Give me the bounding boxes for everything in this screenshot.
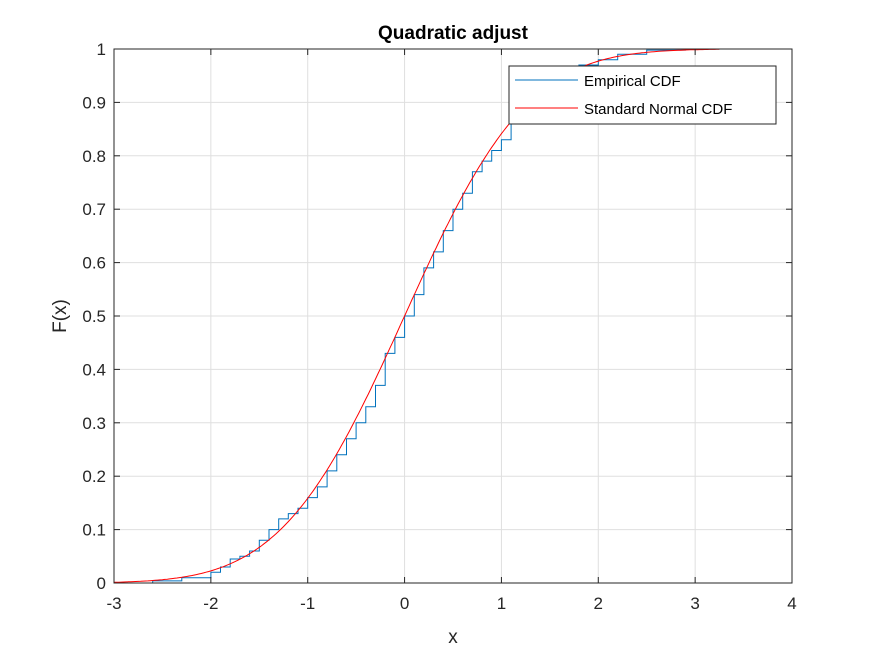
- x-tick-label: 1: [497, 594, 506, 613]
- legend-label-normal: Standard Normal CDF: [584, 101, 732, 118]
- tick-labels: -3 -2 -1 0 1 2 3 4 0 0.1 0.2 0.3 0.4 0.5 0.6 0.7 0.8 0.9 1: [82, 40, 796, 613]
- y-tick-label: 0.4: [82, 360, 106, 379]
- y-tick-label: 0.9: [82, 93, 106, 112]
- y-axis-label: F(x): [50, 299, 71, 333]
- y-tick-label: 0.5: [82, 307, 106, 326]
- x-tick-label: -1: [300, 594, 315, 613]
- y-tick-label: 0.2: [82, 467, 106, 486]
- x-tick-label: 4: [787, 594, 796, 613]
- x-tick-label: -3: [106, 594, 121, 613]
- x-tick-label: 0: [400, 594, 409, 613]
- x-tick-label: 3: [690, 594, 699, 613]
- y-tick-label: 0: [97, 574, 106, 593]
- y-tick-label: 0.8: [82, 147, 106, 166]
- x-tick-label: 2: [594, 594, 603, 613]
- legend-box: [508, 65, 777, 125]
- y-tick-label: 1: [97, 40, 106, 59]
- y-tick-label: 0.7: [82, 200, 106, 219]
- series-standard-normal-cdf: [113, 48, 720, 583]
- ticks: [113, 48, 793, 584]
- y-tick-label: 0.1: [82, 521, 106, 540]
- legend-label-empirical: Empirical CDF: [584, 73, 681, 90]
- x-axis-label: x: [448, 627, 458, 648]
- legend: Empirical CDF Standard Normal CDF: [508, 65, 777, 125]
- x-tick-label: -2: [203, 594, 218, 613]
- y-tick-label: 0.6: [82, 254, 106, 273]
- y-tick-label: 0.3: [82, 414, 106, 433]
- chart-title: Quadratic adjust: [378, 23, 529, 44]
